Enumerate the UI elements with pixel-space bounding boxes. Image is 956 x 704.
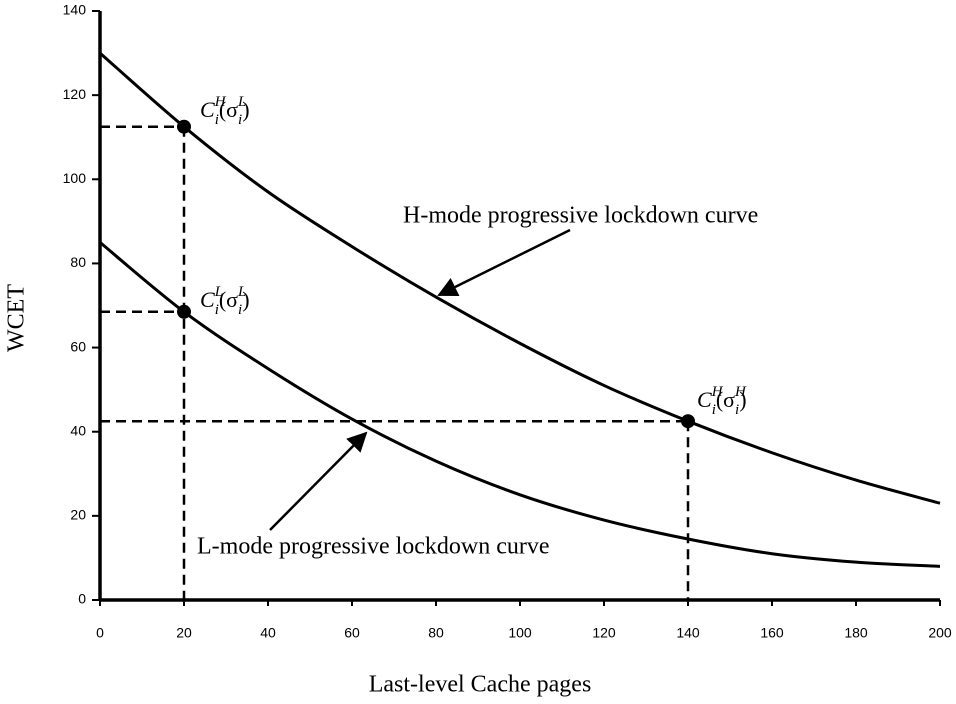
x-tick-label: 60 [344, 625, 360, 641]
label-part: i [735, 402, 739, 418]
marker-label: CL i(σL i) [200, 284, 250, 318]
label-part: C [200, 97, 215, 122]
x-tick-label: 100 [508, 625, 532, 641]
y-tick-label: 120 [63, 86, 87, 102]
y-tick-label: 40 [70, 422, 86, 438]
x-tick-label: 80 [428, 625, 444, 641]
marker-label: CH i(σL i) [200, 94, 250, 128]
y-tick-label: 80 [70, 254, 86, 270]
label-part: L [237, 94, 246, 110]
marker-point [681, 414, 695, 429]
y-tick-label: 140 [63, 2, 87, 18]
label-part: L [214, 284, 223, 300]
curve [99, 51, 941, 505]
label-part: C [697, 387, 712, 412]
label-part: H [214, 94, 227, 110]
marker-label: CH i(σH i) [697, 384, 747, 418]
label-part: i [215, 112, 219, 128]
label-part: i [712, 402, 716, 418]
marker-point [177, 304, 191, 319]
x-tick-label: 40 [260, 625, 276, 641]
y-axis-label: WCET [4, 284, 30, 352]
annotation: L-mode progressive lockdown curve [197, 534, 550, 560]
x-tick-label: 120 [592, 625, 616, 641]
y-tick-label: 20 [70, 507, 86, 523]
y-tick-label: 60 [70, 338, 86, 354]
annotation: H-mode progressive lockdown curve [403, 203, 758, 229]
label-part: H [734, 384, 747, 400]
x-tick-label: 160 [760, 625, 784, 641]
label-part: ) [242, 287, 249, 312]
label-part: (σ [219, 97, 238, 122]
marker-point [177, 119, 191, 134]
label-part: ) [242, 97, 249, 122]
label-part: i [238, 112, 242, 128]
curve [99, 241, 941, 568]
label-part: i [215, 302, 219, 318]
label-part: H [711, 384, 724, 400]
y-tick-label: 0 [78, 591, 86, 607]
label-part: (σ [219, 287, 238, 312]
x-tick-label: 180 [844, 625, 868, 641]
label-part: (σ [716, 387, 735, 412]
annotation-arrow [269, 431, 368, 531]
x-tick-label: 20 [176, 625, 192, 641]
label-part: ) [739, 387, 746, 412]
x-axis-label: Last-level Cache pages [369, 672, 592, 698]
label-part: C [200, 287, 215, 312]
label-part: i [238, 302, 242, 318]
label-part: L [237, 284, 246, 300]
x-tick-label: 140 [676, 625, 700, 641]
annotation-arrow [437, 228, 571, 297]
x-tick-label: 0 [96, 625, 104, 641]
x-tick-label: 200 [928, 625, 952, 641]
y-tick-label: 100 [63, 170, 87, 186]
